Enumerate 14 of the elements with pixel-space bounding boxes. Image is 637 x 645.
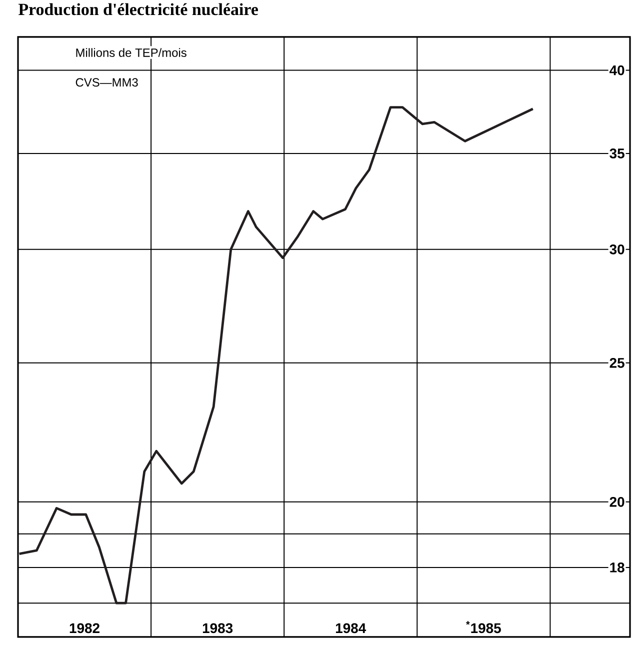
y-tick-label: 18 <box>610 562 624 572</box>
chart-title: Production d'électricité nucléaire <box>18 3 258 16</box>
x-tick-label: 1983 <box>202 623 233 634</box>
annotation: Millions de TEP/mois <box>76 48 186 57</box>
x-tick-label: 1982 <box>70 623 100 634</box>
y-tick-label: 20 <box>610 496 624 507</box>
y-tick-label: 40 <box>610 65 624 76</box>
annotation: CVS—MM3 <box>76 78 138 87</box>
y-tick-label: 30 <box>610 244 624 254</box>
y-tick-label: 25 <box>610 358 624 368</box>
y-tick-label: 35 <box>610 148 624 158</box>
line-series <box>18 106 534 604</box>
x-tick-label: $^{*}$1985 <box>466 621 501 634</box>
x-tick-label: 1984 <box>336 623 366 634</box>
